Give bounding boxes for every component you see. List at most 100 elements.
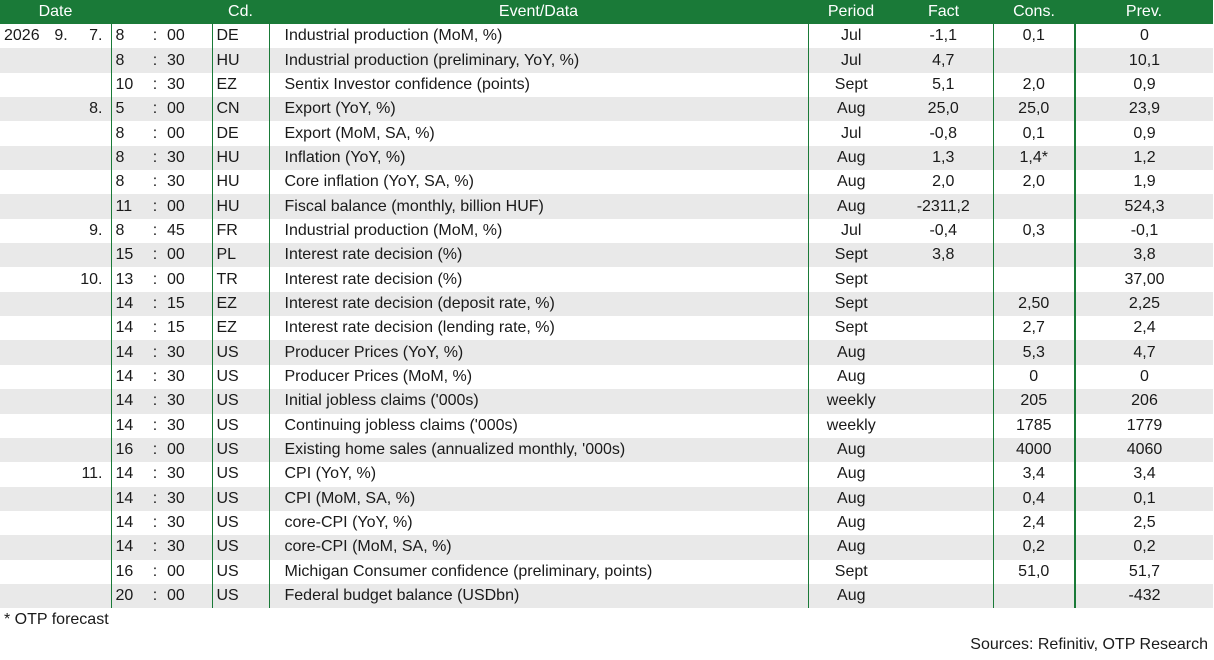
hour-cell: 5 xyxy=(110,97,145,122)
previous-cell: 1,9 xyxy=(1074,170,1213,195)
country-code-cell: US xyxy=(211,364,269,390)
period-cell: Sept xyxy=(807,316,894,341)
year-cell xyxy=(0,291,48,317)
month-cell xyxy=(48,243,74,268)
period-cell: Sept xyxy=(807,267,894,292)
fact-cell: -2311,2 xyxy=(894,194,993,219)
hour-cell: 14 xyxy=(110,462,145,487)
month-cell xyxy=(48,414,74,438)
fact-cell xyxy=(894,437,993,463)
month-cell xyxy=(48,48,74,73)
period-cell: Aug xyxy=(807,583,894,609)
month-cell xyxy=(48,486,74,511)
event-cell: Interest rate decision (deposit rate, %) xyxy=(268,291,808,317)
year-cell xyxy=(0,48,48,73)
time-separator: : xyxy=(145,97,165,122)
consensus-cell: 1785 xyxy=(992,413,1075,438)
event-cell: Export (YoY, %) xyxy=(268,97,808,122)
col-prev-header: Prev. xyxy=(1075,0,1213,24)
period-cell: Aug xyxy=(807,437,894,463)
year-cell xyxy=(0,316,48,340)
table-row: 14:15 EZ Interest rate decision (lending r… xyxy=(0,316,1213,341)
country-code-cell: US xyxy=(211,413,269,438)
hour-cell: 8 xyxy=(110,218,145,244)
hour-cell: 14 xyxy=(110,413,145,438)
consensus-cell: 3,4 xyxy=(992,462,1075,487)
year-cell xyxy=(0,389,48,414)
month-cell xyxy=(48,145,74,171)
event-cell: CPI (YoY, %) xyxy=(268,462,808,487)
hour-cell: 8 xyxy=(110,145,145,171)
period-cell: Jul xyxy=(807,24,894,49)
day-cell xyxy=(74,389,111,414)
previous-cell: 23,9 xyxy=(1074,97,1213,122)
country-code-cell: US xyxy=(211,389,269,414)
table-row: 14:30 US Initial jobless claims ('000s) wee… xyxy=(0,389,1213,414)
minute-cell: 00 xyxy=(165,97,212,122)
consensus-cell: 0,4 xyxy=(992,486,1075,511)
period-cell: Sept xyxy=(807,72,894,98)
fact-cell: -1,1 xyxy=(929,27,958,45)
month-cell xyxy=(48,97,74,122)
month-cell xyxy=(48,389,74,414)
fact-cell xyxy=(894,316,993,340)
time-separator: : xyxy=(152,562,158,580)
minute-cell: 30 xyxy=(167,465,185,483)
event-cell: Export (MoM, SA, %) xyxy=(268,121,808,146)
time-separator: : xyxy=(152,270,158,288)
hour-cell: 14 xyxy=(110,510,145,536)
table-row: 14:30 US core-CPI (YoY, %) Aug 2,4 2,5 xyxy=(0,510,1213,536)
day-cell xyxy=(74,243,111,268)
minute-cell: 30 xyxy=(167,416,185,434)
year-cell xyxy=(0,511,48,535)
month-cell xyxy=(48,462,74,486)
country-code-cell: US xyxy=(211,340,269,365)
consensus-cell: 2,50 xyxy=(992,291,1075,317)
table-row: 2026 9. 7. 8:00 DE Industrial production (MoM… xyxy=(0,24,1213,49)
period-cell: Sept xyxy=(807,291,894,317)
fact-cell xyxy=(894,340,993,365)
col-time-header xyxy=(111,0,212,24)
event-cell: Producer Prices (YoY, %) xyxy=(268,340,808,365)
month-cell xyxy=(48,73,74,97)
economic-calendar-table: Date Cd. Event/Data Period Fact Cons. Pr… xyxy=(0,0,1213,609)
previous-cell: 4,7 xyxy=(1074,340,1213,365)
minute-cell: 30 xyxy=(167,514,185,532)
fact-cell xyxy=(894,583,993,609)
day-cell xyxy=(74,560,111,584)
event-cell: Producer Prices (MoM, %) xyxy=(268,364,808,390)
previous-cell: 524,3 xyxy=(1074,194,1213,219)
time-separator: : xyxy=(152,514,158,532)
table-row: 16:00 US Michigan Consumer confidence (pre… xyxy=(0,559,1213,584)
country-code-cell: DE xyxy=(211,121,269,146)
period-cell: Aug xyxy=(807,364,894,390)
header-row: Date Cd. Event/Data Period Fact Cons. Pr… xyxy=(0,0,1213,24)
fact-cell: 2,0 xyxy=(932,173,955,191)
period-cell: Aug xyxy=(807,340,894,365)
hour-cell: 8 xyxy=(110,170,145,195)
previous-cell: 3,8 xyxy=(1074,243,1213,268)
minute-cell: 30 xyxy=(165,48,212,73)
minute-cell: 00 xyxy=(165,194,212,219)
hour-cell: 15 xyxy=(110,243,145,268)
previous-cell: 0,2 xyxy=(1074,535,1213,560)
event-cell: Sentix Investor confidence (points) xyxy=(268,72,808,98)
day-cell xyxy=(74,511,111,535)
day-cell: 9. xyxy=(89,221,103,239)
day-cell xyxy=(74,121,111,145)
table-row: 11. 14:30 US CPI (YoY, %) Aug 3,4 3,4 xyxy=(0,462,1213,487)
event-cell: Industrial production (MoM, %) xyxy=(268,24,808,49)
country-code-cell: HU xyxy=(211,145,269,171)
day-cell xyxy=(74,414,111,438)
minute-cell: 45 xyxy=(167,221,185,239)
fact-cell xyxy=(894,267,993,291)
table-row: 14:15 EZ Interest rate decision (deposit r… xyxy=(0,291,1213,317)
table-row: 20:00 US Federal budget balance (USDbn) Aug… xyxy=(0,583,1213,609)
period-cell: Aug xyxy=(807,510,894,536)
consensus-cell xyxy=(992,48,1075,73)
time-separator: : xyxy=(152,416,158,434)
time-separator: : xyxy=(145,243,165,268)
event-cell: Continuing jobless claims ('000s) xyxy=(268,413,808,438)
country-code-cell: PL xyxy=(211,243,269,268)
event-cell: Michigan Consumer confidence (preliminar… xyxy=(268,559,808,584)
